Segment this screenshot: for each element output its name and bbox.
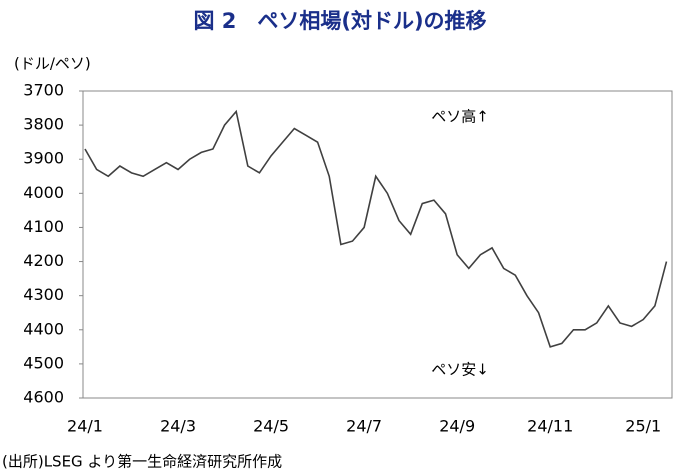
- y-axis-label: (ドル/ペソ): [14, 55, 91, 73]
- x-tick-label: 24/1: [67, 417, 103, 436]
- y-tick-label: 3700: [23, 81, 64, 100]
- x-tick-label: 24/11: [527, 417, 573, 436]
- y-tick-label: 3800: [23, 115, 64, 134]
- x-tick-label: 24/5: [253, 417, 289, 436]
- y-tick-label: 4500: [23, 353, 64, 372]
- x-tick-label: 24/3: [160, 417, 196, 436]
- y-tick-label: 4200: [23, 251, 64, 270]
- y-tick-label: 4300: [23, 285, 64, 304]
- plot-frame: [82, 90, 673, 399]
- x-tick-label: 24/9: [439, 417, 475, 436]
- x-tick-label: 25/1: [625, 417, 661, 436]
- y-tick-label: 4000: [23, 183, 64, 202]
- source-note: (出所)LSEG より第一生命経済研究所作成: [2, 453, 282, 471]
- y-tick-label: 4100: [23, 217, 64, 236]
- series-line: [84, 109, 668, 348]
- y-tick-label: 4400: [23, 319, 64, 338]
- x-tick-label: 24/7: [346, 417, 382, 436]
- annotation: ペソ安↓: [431, 361, 489, 379]
- y-tick-label: 4600: [23, 388, 64, 407]
- chart-title: 図 2 ペソ相場(対ドル)の推移: [193, 9, 486, 33]
- y-tick-label: 3900: [23, 149, 64, 168]
- annotation: ペソ高↑: [431, 108, 489, 126]
